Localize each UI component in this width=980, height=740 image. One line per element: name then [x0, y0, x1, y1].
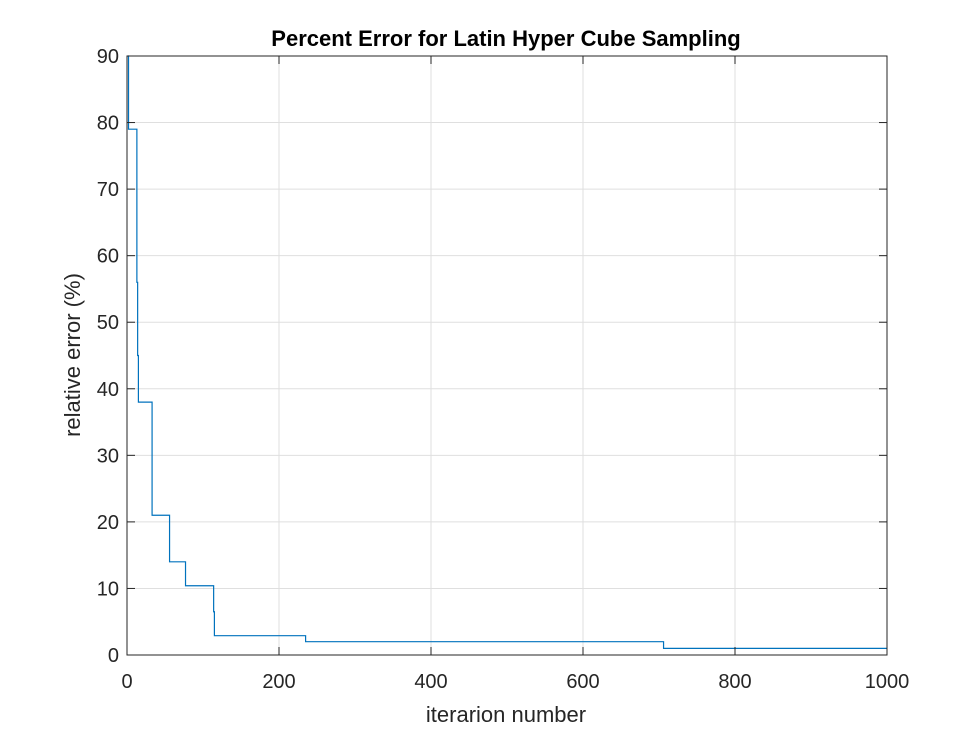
axes-frame: [126, 55, 888, 656]
x-tick-label: 400: [414, 671, 447, 693]
plot-area: [127, 55, 887, 649]
y-tick-label: 80: [97, 113, 119, 135]
series-line-0: [127, 55, 887, 649]
x-tick-label: 200: [262, 671, 295, 693]
y-tick-label: 0: [108, 645, 119, 667]
y-tick-label: 40: [97, 379, 119, 401]
y-tick-label: 30: [97, 445, 119, 467]
chart-title: Percent Error for Latin Hyper Cube Sampl…: [271, 26, 740, 51]
axes-box: [126, 55, 888, 656]
y-tick-label: 90: [97, 46, 119, 68]
x-tick-label: 1000: [865, 671, 910, 693]
tick-labels: 0 200 400 600 800 1000 0 10 20 30 40 50 60 70 80 90: [97, 46, 910, 693]
grid-lines: [127, 56, 887, 655]
y-axis-label: relative error (%): [60, 273, 85, 437]
y-tick-label: 60: [97, 246, 119, 268]
y-tick-label: 20: [97, 512, 119, 534]
x-axis-label: iterarion number: [426, 702, 586, 727]
y-tick-label: 10: [97, 578, 119, 600]
x-tick-label: 0: [121, 671, 132, 693]
x-tick-label: 800: [718, 671, 751, 693]
y-tick-label: 70: [97, 179, 119, 201]
x-tick-label: 600: [566, 671, 599, 693]
y-tick-label: 50: [97, 312, 119, 334]
